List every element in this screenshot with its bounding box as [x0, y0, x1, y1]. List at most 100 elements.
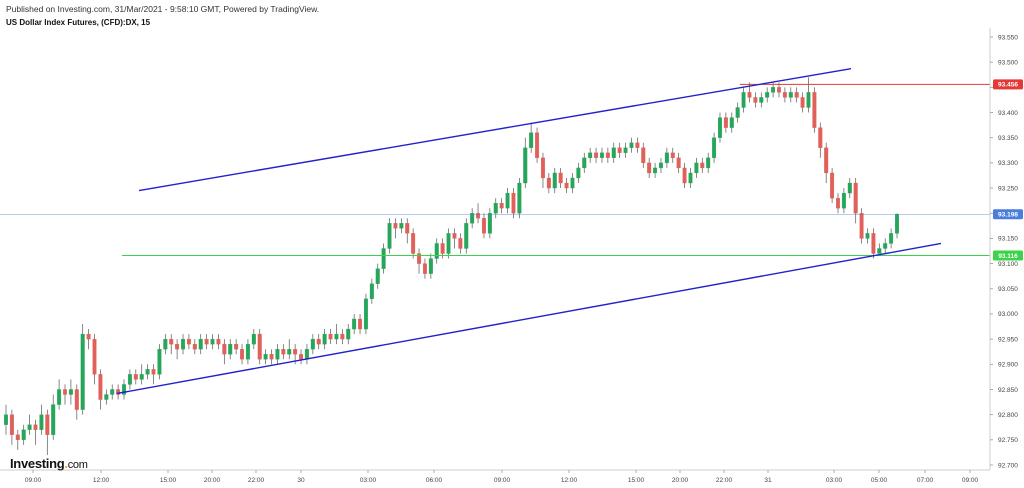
candle-up — [847, 182, 852, 194]
candle-up — [387, 223, 392, 249]
candle-up — [263, 354, 268, 360]
candle-up — [653, 167, 658, 174]
candle-down — [240, 349, 245, 360]
candle-up — [163, 338, 168, 350]
candle-down — [676, 157, 681, 169]
candle-down — [257, 333, 262, 360]
y-tick-label: 93.150 — [998, 236, 1018, 243]
x-tick-label: 12:00 — [561, 477, 578, 484]
y-tick-label: 92.750 — [998, 437, 1018, 444]
x-axis: 09:00 12:00 15:00 20:00 22:00 30 03:00 06:00 09:… — [0, 469, 990, 484]
candle-up — [712, 137, 717, 158]
candle-down — [358, 318, 363, 330]
candle-up — [735, 107, 740, 118]
y-tick-label: 93.000 — [998, 311, 1018, 318]
candles — [4, 77, 899, 455]
x-tick-label: 09:00 — [494, 477, 511, 484]
candle-down — [151, 369, 156, 375]
x-tick-label: 09:00 — [962, 477, 979, 484]
candle-down — [63, 389, 67, 395]
candle-down — [499, 203, 504, 209]
candle-down — [564, 182, 569, 189]
candle-up — [334, 333, 339, 340]
candle-up — [576, 167, 581, 179]
candle-down — [812, 92, 817, 128]
candle-down — [422, 263, 427, 274]
candle-down — [641, 147, 646, 164]
candle-down — [836, 197, 840, 209]
candle-up — [346, 328, 351, 340]
candle-up — [446, 233, 451, 254]
candle-up — [629, 142, 634, 148]
candle-up — [658, 162, 663, 169]
x-tick-label: 03:00 — [826, 477, 843, 484]
candle-down — [800, 97, 805, 108]
x-tick-label: 15:00 — [628, 477, 645, 484]
investing-logo: Investing.com — [10, 456, 88, 471]
candle-up — [68, 389, 73, 395]
candle-down — [871, 233, 876, 254]
candle-up — [623, 147, 628, 153]
y-tick-label: 92.800 — [998, 412, 1018, 419]
candle-up — [287, 349, 292, 355]
candle-up — [21, 429, 26, 440]
candle-up — [759, 97, 764, 103]
candle-down — [405, 223, 410, 234]
candle-up — [588, 152, 593, 158]
y-tick-label: 93.100 — [998, 261, 1018, 268]
y-tick-label: 92.900 — [998, 362, 1018, 369]
candle-down — [74, 389, 79, 410]
candle-up — [841, 192, 846, 209]
candle-up — [122, 384, 126, 395]
current-price-badge — [993, 209, 1023, 220]
candle-down — [192, 344, 197, 350]
candle-down — [45, 414, 50, 435]
candle-down — [670, 152, 675, 158]
x-tick-label: 12:00 — [93, 477, 110, 484]
candle-up — [611, 147, 616, 158]
candle-down — [535, 132, 540, 158]
candle-up — [493, 203, 498, 214]
candle-down — [393, 223, 398, 229]
candle-up — [883, 243, 888, 249]
candle-down — [818, 127, 823, 148]
support-price-label: 93.116 — [998, 253, 1018, 260]
candle-up — [27, 424, 32, 430]
candle-down — [452, 233, 457, 239]
candle-down — [169, 338, 174, 345]
x-tick-label: 06:00 — [426, 477, 443, 484]
current-price-label: 93.198 — [998, 212, 1018, 219]
y-tick-label: 93.250 — [998, 185, 1018, 192]
y-tick-label: 93.050 — [998, 286, 1018, 293]
candle-up — [877, 248, 882, 254]
trend-lines — [0, 68, 990, 395]
x-tick-label: 30 — [297, 477, 305, 484]
x-tick-label: 09:00 — [25, 477, 42, 484]
candle-down — [859, 213, 864, 239]
candle-up — [505, 192, 510, 209]
candle-up — [523, 147, 528, 184]
candle-down — [476, 213, 481, 219]
candle-down — [411, 233, 416, 254]
candle-up — [889, 233, 894, 244]
candle-up — [39, 414, 44, 430]
candle-down — [647, 162, 652, 174]
candle-up — [322, 333, 327, 345]
candle-down — [511, 192, 516, 214]
candle-down — [558, 172, 563, 184]
candle-up — [127, 374, 132, 385]
candle-up — [529, 132, 534, 148]
candle-down — [594, 152, 599, 158]
candle-down — [723, 117, 728, 128]
candle-down — [86, 333, 91, 340]
candle-down — [15, 434, 20, 440]
candle-up — [470, 213, 475, 224]
candle-up — [310, 338, 315, 350]
candle-up — [80, 333, 85, 410]
candle-up — [210, 338, 215, 345]
x-tick-label: 05:00 — [871, 477, 888, 484]
candle-down — [617, 147, 622, 153]
candle-up — [664, 152, 669, 164]
x-tick-label: 15:00 — [160, 477, 177, 484]
